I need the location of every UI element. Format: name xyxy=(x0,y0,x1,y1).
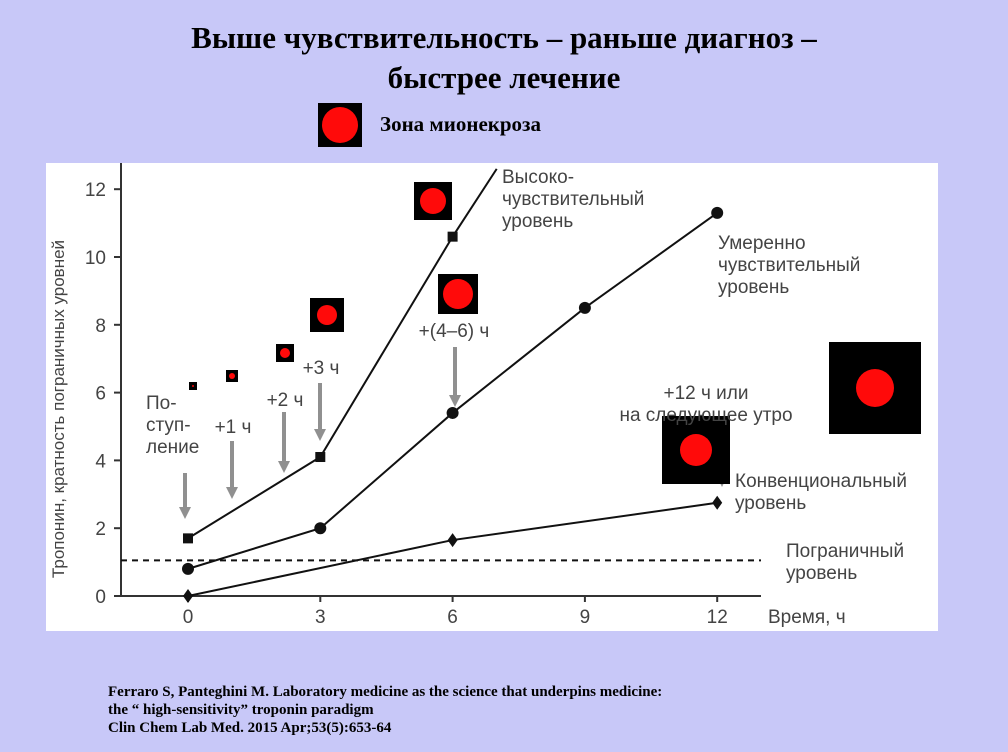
y-tick-label: 6 xyxy=(95,384,106,405)
x-tick-label: 0 xyxy=(183,607,194,628)
series-label-high: чувствительный xyxy=(502,189,644,210)
arrow-head xyxy=(449,395,461,407)
x-axis-label: Время, ч xyxy=(768,607,846,628)
diamond-marker xyxy=(447,533,458,548)
title-line-2: быстрее лечение xyxy=(387,60,621,95)
series-line-high xyxy=(187,168,498,540)
circle-marker xyxy=(711,206,724,219)
series-label-conventional: уровень xyxy=(735,493,806,514)
annotation-admission: ление xyxy=(146,437,199,458)
diamond-marker xyxy=(183,589,193,603)
necrosis-zone-icon xyxy=(317,305,337,325)
reference: Ferraro S, Panteghini M. Laboratory medi… xyxy=(108,683,662,737)
necrosis-zone-icon xyxy=(192,385,194,387)
necrosis-zone-icon xyxy=(229,373,235,379)
series-line-conventional xyxy=(187,501,718,597)
series-label-high: Высоко- xyxy=(502,167,574,188)
circle-marker xyxy=(446,406,459,419)
y-tick-label: 10 xyxy=(85,248,106,269)
necrosis-zone-icon xyxy=(420,188,446,214)
x-tick-label: 12 xyxy=(707,607,728,628)
annotation-1h: +1 ч xyxy=(215,417,252,438)
arrow-head xyxy=(278,461,290,473)
series-label-conventional: Конвенциональный xyxy=(735,471,907,492)
necrosis-dot-icon xyxy=(322,107,358,143)
necrosis-zone-icon xyxy=(280,348,290,358)
reference-line-2: the “ high-sensitivity” troponin paradig… xyxy=(108,702,374,718)
y-axis-label: Тропонин, кратность пограничных уровней xyxy=(49,240,68,578)
square-marker xyxy=(447,231,458,242)
annotation-admission: ступ- xyxy=(146,415,191,436)
arrow-head xyxy=(179,507,191,519)
page-title: Выше чувствительность – раньше диагноз –… xyxy=(0,18,1008,98)
x-tick-label: 6 xyxy=(447,607,458,628)
x-tick-label: 3 xyxy=(315,607,326,628)
reference-line-3: Clin Chem Lab Med. 2015 Apr;53(5):653-64 xyxy=(108,720,392,736)
y-tick-label: 8 xyxy=(95,316,106,337)
annotation-4-6h: +(4–6) ч xyxy=(419,321,490,342)
arrow-head xyxy=(314,429,326,441)
series-label-high: уровень xyxy=(502,211,573,232)
annotation-2h: +2 ч xyxy=(267,390,304,411)
circle-marker xyxy=(182,562,194,575)
title-line-1: Выше чувствительность – раньше диагноз – xyxy=(191,20,817,55)
y-tick-label: 4 xyxy=(95,451,106,472)
necrosis-zone-icon xyxy=(856,369,894,407)
necrosis-zone-icon xyxy=(680,434,712,466)
troponin-chart: 0 2 4 6 8 10 12 0 3 6 9 12 Тропонин, кратность пог… xyxy=(49,163,921,628)
threshold-label: Пограничный xyxy=(786,541,904,562)
necrosis-zone-icon xyxy=(443,279,473,309)
annotation-3h: +3 ч xyxy=(303,358,340,379)
annotation-12h: +12 ч или xyxy=(664,383,749,404)
reference-line-1: Ferraro S, Panteghini M. Laboratory medi… xyxy=(108,684,663,700)
series-label-moderate: уровень xyxy=(718,277,789,298)
annotation-12h: на следующее утро xyxy=(619,405,792,426)
square-marker xyxy=(183,533,193,544)
square-marker xyxy=(315,452,326,463)
series-label-moderate: чувствительный xyxy=(718,255,860,276)
y-tick-label: 12 xyxy=(85,180,106,201)
series-label-moderate: Умеренно xyxy=(718,233,806,254)
annotation-admission: По- xyxy=(146,393,177,414)
x-tick-label: 9 xyxy=(580,607,591,628)
legend-swatch-icon xyxy=(318,103,362,147)
threshold-label: уровень xyxy=(786,563,857,584)
circle-marker xyxy=(578,301,591,314)
arrow-head xyxy=(226,487,238,499)
y-tick-label: 2 xyxy=(95,519,106,540)
circle-marker xyxy=(314,522,327,535)
y-tick-label: 0 xyxy=(95,587,106,608)
legend-label: Зона мионекроза xyxy=(380,112,541,136)
chart-panel: 0 2 4 6 8 10 12 0 3 6 9 12 Тропонин, кратность пог… xyxy=(46,163,938,631)
diamond-marker xyxy=(712,495,723,510)
